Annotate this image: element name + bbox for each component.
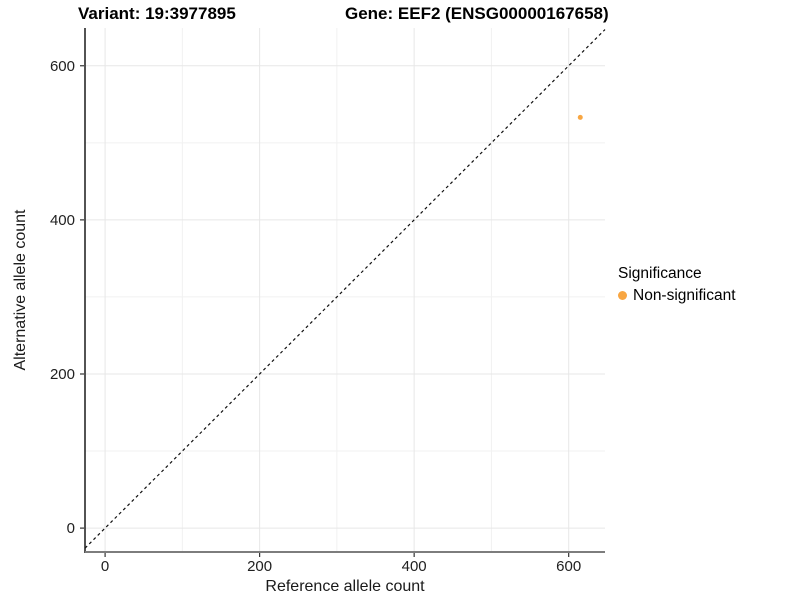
legend-entry-non-significant: Non-significant [618, 286, 736, 305]
legend-title: Significance [618, 265, 702, 282]
x-tick-label: 400 [402, 558, 427, 575]
legend-point-icon [618, 291, 627, 300]
plot-title-variant: Variant: 19:3977895 [78, 4, 236, 23]
legend-entry-label: Non-significant [633, 287, 736, 304]
y-tick-label: 200 [50, 366, 75, 383]
y-axis-title: Alternative allele count [12, 209, 29, 371]
y-tick-label: 600 [50, 58, 75, 75]
x-tick-label: 200 [247, 558, 272, 575]
x-tick-label: 600 [556, 558, 581, 575]
legend: Significance Non-significant [618, 264, 736, 305]
x-axis-title: Reference allele count [265, 578, 425, 595]
y-tick-label: 0 [67, 520, 75, 537]
data-point [577, 114, 583, 120]
x-tick-label: 0 [101, 558, 109, 575]
identity-reference-line [84, 29, 606, 549]
plot-title-gene: Gene: EEF2 (ENSG00000167658) [345, 4, 609, 23]
y-tick-label: 400 [50, 212, 75, 229]
